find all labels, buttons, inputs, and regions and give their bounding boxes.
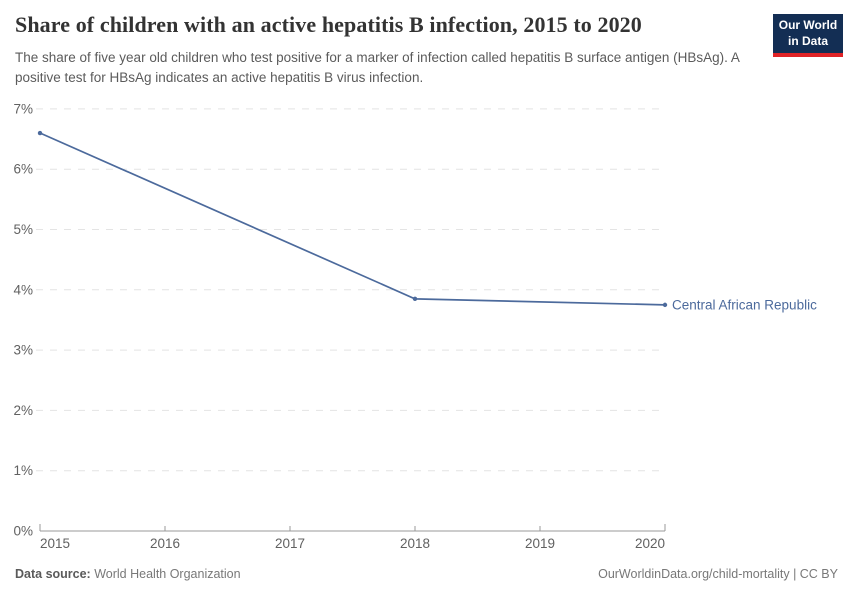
series-line[interactable] — [39, 132, 666, 306]
owid-logo[interactable]: Our World in Data — [773, 14, 843, 58]
data-point[interactable] — [37, 130, 43, 136]
x-tick-label: 2017 — [275, 536, 305, 551]
data-point[interactable] — [662, 302, 668, 308]
x-tick-label: 2019 — [525, 536, 555, 551]
chart-subtitle: The share of five year old children who … — [15, 50, 740, 85]
x-tick-label: 2016 — [150, 536, 180, 551]
series-entity-label[interactable]: Central African Republic — [672, 297, 817, 312]
y-tick-label: 3% — [13, 343, 33, 358]
y-tick-label: 1% — [13, 463, 33, 478]
x-tick-label: 2020 — [635, 536, 665, 551]
y-tick-label: 2% — [13, 403, 33, 418]
owid-logo-line1: Our World — [778, 18, 838, 32]
owid-logo-line2: in Data — [787, 33, 828, 48]
x-tick-label: 2015 — [40, 536, 70, 551]
y-tick-label: 6% — [13, 162, 33, 177]
y-tick-label: 5% — [13, 222, 33, 237]
data-source: Data source: World Health Organization — [15, 567, 241, 581]
y-tick-label: 4% — [13, 282, 33, 297]
page-title: Share of children with an active hepatit… — [15, 12, 642, 37]
data-source-label: Data source: — [15, 567, 91, 581]
license-note[interactable]: OurWorldinData.org/child-mortality | CC … — [598, 567, 838, 581]
y-tick-label: 7% — [13, 101, 33, 116]
x-tick-label: 2018 — [400, 536, 430, 551]
line-chart[interactable]: 0% 1% 2% 3% 4% 5% 6% 7% 2015 2016 2017 2018 2019 2020… — [0, 95, 850, 560]
data-source-value: World Health Organization — [94, 567, 241, 581]
data-point[interactable] — [412, 296, 418, 302]
y-tick-label: 0% — [13, 524, 33, 539]
chart-footer: Data source: World Health Organization O… — [15, 567, 838, 581]
